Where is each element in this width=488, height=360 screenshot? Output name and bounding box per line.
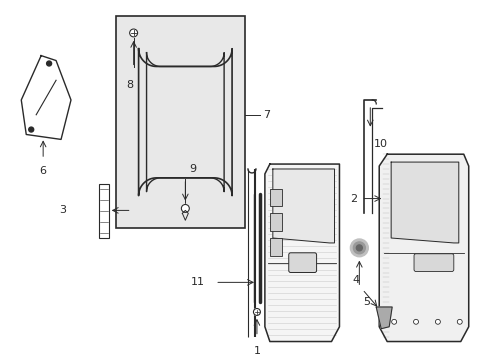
Circle shape <box>456 319 461 324</box>
Polygon shape <box>379 154 468 342</box>
Polygon shape <box>375 307 391 329</box>
Text: 3: 3 <box>59 206 66 215</box>
FancyBboxPatch shape <box>413 254 453 271</box>
Text: 4: 4 <box>352 275 359 285</box>
Text: 5: 5 <box>363 297 369 307</box>
Text: H: H <box>430 260 436 266</box>
Bar <box>269 189 281 206</box>
Text: 9: 9 <box>189 164 196 174</box>
Bar <box>269 213 281 231</box>
Circle shape <box>350 239 367 257</box>
FancyBboxPatch shape <box>288 253 316 273</box>
Text: 10: 10 <box>373 139 387 149</box>
Circle shape <box>356 245 362 251</box>
Bar <box>116 16 244 228</box>
Circle shape <box>434 319 440 324</box>
Circle shape <box>353 242 365 254</box>
Polygon shape <box>390 162 458 243</box>
Circle shape <box>391 319 396 324</box>
Text: 8: 8 <box>126 80 133 90</box>
Circle shape <box>413 319 418 324</box>
Circle shape <box>46 61 52 66</box>
Bar <box>269 238 281 256</box>
Bar <box>99 184 108 238</box>
Polygon shape <box>264 164 339 342</box>
Polygon shape <box>272 169 334 243</box>
Circle shape <box>181 204 189 212</box>
Text: 2: 2 <box>349 194 357 203</box>
Circle shape <box>253 309 260 315</box>
Text: H: H <box>299 258 305 267</box>
Text: 1: 1 <box>253 346 260 356</box>
Text: 7: 7 <box>263 110 269 120</box>
Circle shape <box>29 127 34 132</box>
Text: 11: 11 <box>191 277 205 287</box>
Circle shape <box>129 29 137 37</box>
Text: 6: 6 <box>40 166 46 176</box>
